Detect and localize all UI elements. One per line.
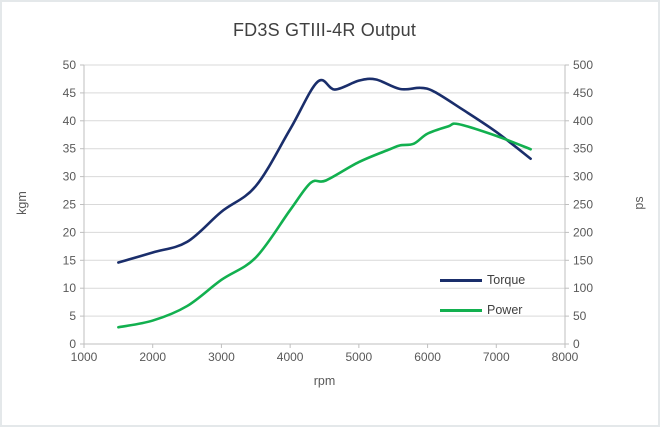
legend-item-torque: Torque — [440, 273, 525, 287]
left-tick-label: 40 — [63, 114, 77, 128]
left-tick-label: 30 — [63, 170, 77, 184]
right-tick-label: 0 — [573, 337, 580, 351]
power-line-swatch — [440, 308, 482, 312]
right-tick-label: 100 — [573, 281, 593, 295]
axes — [80, 64, 569, 348]
gridlines — [84, 64, 565, 317]
left-tick-label: 35 — [63, 142, 77, 156]
x-tick-label: 2000 — [139, 350, 166, 364]
tick-labels: 0510152025303540455005010015020025030035… — [63, 58, 594, 364]
x-tick-label: 6000 — [414, 350, 441, 364]
right-tick-label: 400 — [573, 114, 593, 128]
torque-line — [117, 77, 532, 264]
left-tick-label: 45 — [63, 86, 77, 100]
left-tick-label: 5 — [69, 309, 76, 323]
left-tick-label: 20 — [63, 225, 77, 239]
right-tick-label: 500 — [573, 58, 593, 72]
right-tick-label: 200 — [573, 225, 593, 239]
torque-line-swatch — [440, 278, 482, 282]
legend-label-power: Power — [487, 303, 523, 317]
x-tick-label: 7000 — [483, 350, 510, 364]
x-tick-label: 1000 — [71, 350, 98, 364]
x-axis-title: rpm — [313, 374, 336, 388]
left-tick-label: 0 — [69, 337, 76, 351]
legend-item-power: Power — [440, 303, 525, 317]
right-tick-label: 250 — [573, 198, 593, 212]
left-tick-label: 25 — [63, 198, 77, 212]
right-tick-label: 450 — [573, 86, 593, 100]
left-tick-label: 10 — [63, 281, 77, 295]
right-tick-label: 50 — [573, 309, 587, 323]
legend-label-torque: Torque — [487, 273, 526, 287]
left-axis-title: kgm — [15, 191, 29, 215]
x-tick-label: 3000 — [208, 350, 235, 364]
left-tick-label: 15 — [63, 253, 77, 267]
x-tick-label: 8000 — [552, 350, 579, 364]
right-tick-label: 150 — [573, 253, 593, 267]
x-tick-label: 5000 — [346, 350, 373, 364]
x-tick-label: 4000 — [277, 350, 304, 364]
power-line — [117, 122, 532, 329]
right-tick-label: 350 — [573, 142, 593, 156]
right-axis-title: ps — [632, 196, 646, 210]
right-tick-label: 300 — [573, 170, 593, 184]
left-tick-label: 50 — [63, 58, 77, 72]
chart-title: FD3S GTIII-4R Output — [232, 20, 417, 40]
legend: Torque Power — [440, 273, 525, 333]
